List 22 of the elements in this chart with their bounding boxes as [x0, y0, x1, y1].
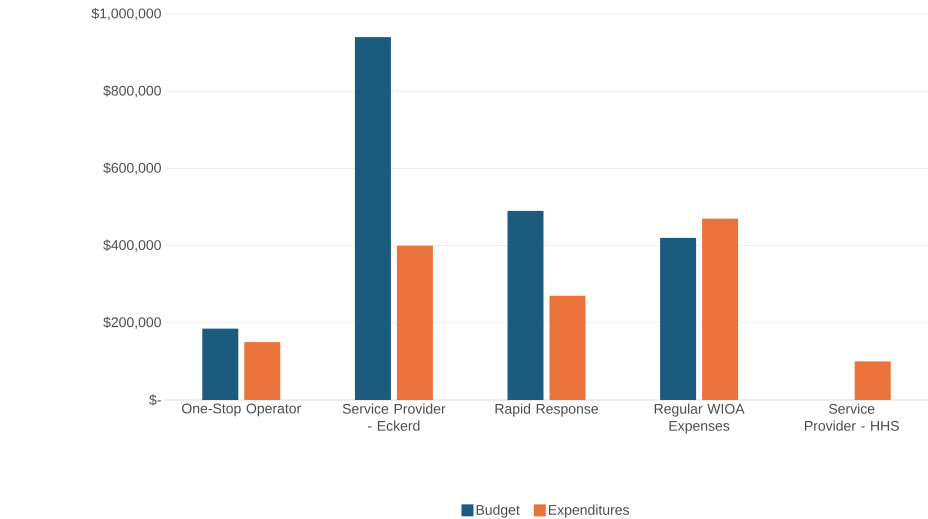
x-tick-label: One-Stop Operator [182, 404, 301, 416]
x-tick-label: Service Provider - HHS [805, 404, 899, 431]
bar [354, 37, 391, 400]
bar [660, 238, 696, 400]
bar [244, 342, 280, 400]
y-tick-label: $400,000 [103, 240, 161, 252]
bar [702, 218, 738, 400]
x-tick-label: Service Provider - Eckerd [342, 404, 446, 431]
bar [550, 296, 586, 400]
legend-label: Budget [476, 504, 520, 518]
y-tick-label: $200,000 [103, 316, 161, 329]
y-tick-label: $600,000 [103, 162, 161, 174]
x-tick-label: Regular WIOA Expenses [654, 404, 745, 434]
y-tick-label: $- [149, 394, 161, 406]
legend-label: Expenditures [548, 504, 630, 518]
y-tick-label: $800,000 [103, 85, 161, 98]
bar [854, 361, 891, 400]
bar [508, 210, 544, 400]
x-tick-label: Rapid Response [496, 404, 598, 417]
bar [202, 328, 238, 400]
y-tick-label: $1,000,000 [92, 8, 161, 20]
bar [396, 246, 433, 400]
